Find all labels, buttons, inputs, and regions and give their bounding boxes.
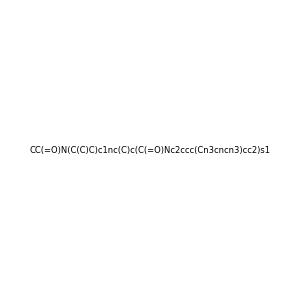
Text: CC(=O)N(C(C)C)c1nc(C)c(C(=O)Nc2ccc(Cn3cncn3)cc2)s1: CC(=O)N(C(C)C)c1nc(C)c(C(=O)Nc2ccc(Cn3cn… bbox=[29, 146, 271, 154]
